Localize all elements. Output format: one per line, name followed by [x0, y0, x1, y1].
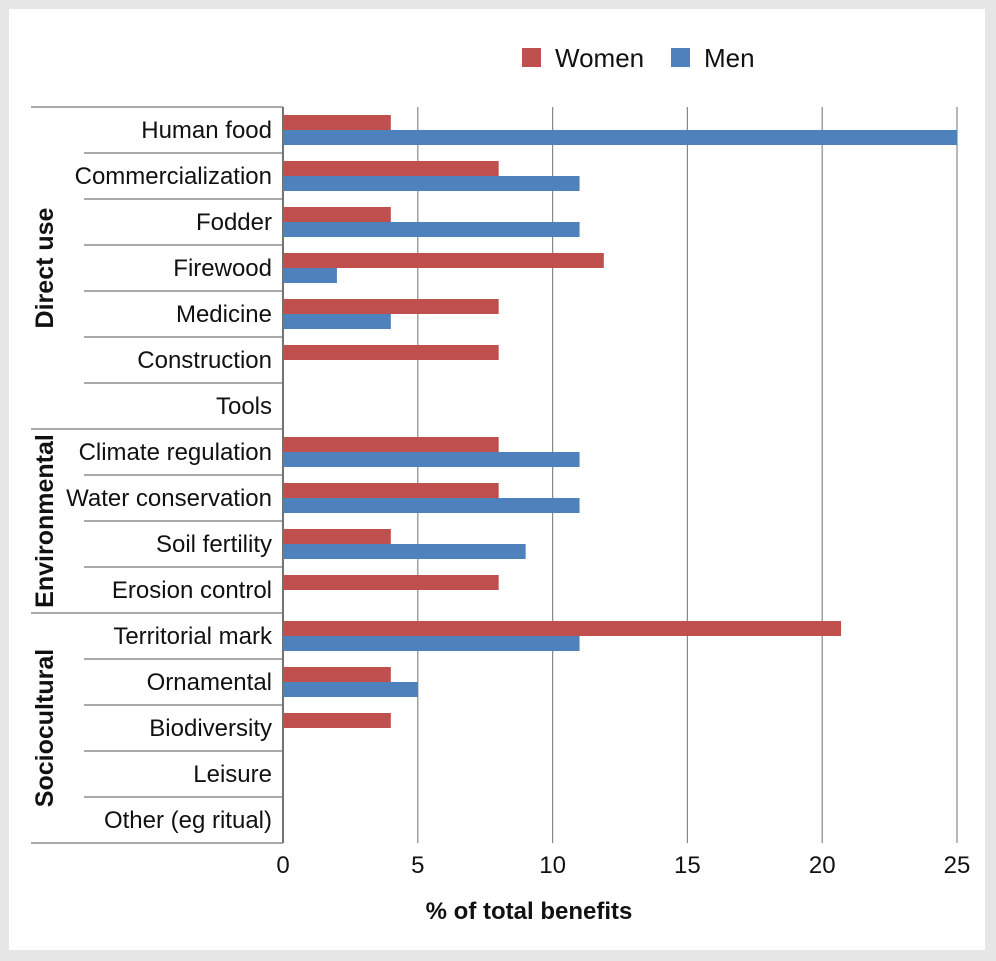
x-tick-label-25: 25	[944, 852, 971, 879]
bar-women-biodiversity	[283, 713, 391, 728]
bar-women-commercialization	[283, 161, 499, 176]
bar-men-ornamental	[283, 682, 418, 697]
category-label-climate-regulation: Climate regulation	[79, 439, 272, 466]
category-label-ornamental: Ornamental	[147, 669, 272, 696]
x-axis-title: % of total benefits	[426, 898, 633, 925]
category-label-water-conservation: Water conservation	[66, 485, 272, 512]
legend-swatch-men	[671, 48, 690, 67]
x-tick-labels: 0 5 10 15 20 25	[276, 852, 970, 879]
category-labels: Human food Commercialization Fodder Firewoo…	[66, 117, 273, 834]
category-label-territorial-mark: Territorial mark	[113, 623, 273, 650]
bars	[283, 115, 957, 728]
category-label-other-eg-ritual: Other (eg ritual)	[104, 807, 272, 834]
bar-men-human-food	[283, 130, 957, 145]
bar-women-territorial-mark	[283, 621, 842, 636]
x-tick-label-20: 20	[809, 852, 836, 879]
category-label-commercialization: Commercialization	[75, 163, 272, 190]
bar-women-ornamental	[283, 667, 391, 682]
group-label-direct-use: Direct use	[31, 207, 59, 328]
category-label-tools: Tools	[216, 393, 272, 420]
bar-women-water-conservation	[283, 483, 499, 498]
legend-label-women: Women	[555, 43, 644, 73]
bar-women-medicine	[283, 299, 499, 314]
row-separators	[31, 106, 283, 844]
legend-swatch-women	[522, 48, 541, 67]
category-label-soil-fertility: Soil fertility	[156, 531, 272, 558]
bar-women-climate-regulation	[283, 437, 499, 452]
group-label-sociocultural: Sociocultural	[31, 649, 59, 807]
bar-men-commercialization	[283, 176, 580, 191]
bar-women-firewood	[283, 253, 604, 268]
category-label-leisure: Leisure	[193, 761, 272, 788]
category-label-human-food: Human food	[141, 117, 272, 144]
bar-men-medicine	[283, 314, 391, 329]
bar-women-erosion-control	[283, 575, 499, 590]
category-label-fodder: Fodder	[196, 209, 272, 236]
bar-men-territorial-mark	[283, 636, 580, 651]
bar-men-soil-fertility	[283, 544, 526, 559]
bar-women-construction	[283, 345, 499, 360]
category-label-firewood: Firewood	[173, 255, 272, 282]
category-label-erosion-control: Erosion control	[112, 577, 272, 604]
bar-women-fodder	[283, 207, 391, 222]
x-tick-label-10: 10	[539, 852, 566, 879]
legend: Women Men	[522, 43, 755, 73]
x-tick-label-15: 15	[674, 852, 701, 879]
category-label-biodiversity: Biodiversity	[149, 715, 272, 742]
x-tick-label-0: 0	[276, 852, 289, 879]
x-tick-label-5: 5	[411, 852, 424, 879]
group-label-environmental: Environmental	[31, 434, 59, 608]
bar-men-climate-regulation	[283, 452, 580, 467]
legend-label-men: Men	[704, 43, 755, 73]
chart-frame: Human food Commercialization Fodder Firewoo…	[9, 9, 985, 950]
bar-women-soil-fertility	[283, 529, 391, 544]
bar-men-firewood	[283, 268, 337, 283]
bar-women-human-food	[283, 115, 391, 130]
category-label-construction: Construction	[137, 347, 272, 374]
bar-men-water-conservation	[283, 498, 580, 513]
group-labels: Direct use Environmental Sociocultural	[31, 207, 59, 807]
category-label-medicine: Medicine	[176, 301, 272, 328]
bar-chart: Human food Commercialization Fodder Firewoo…	[31, 43, 970, 925]
bar-men-fodder	[283, 222, 580, 237]
